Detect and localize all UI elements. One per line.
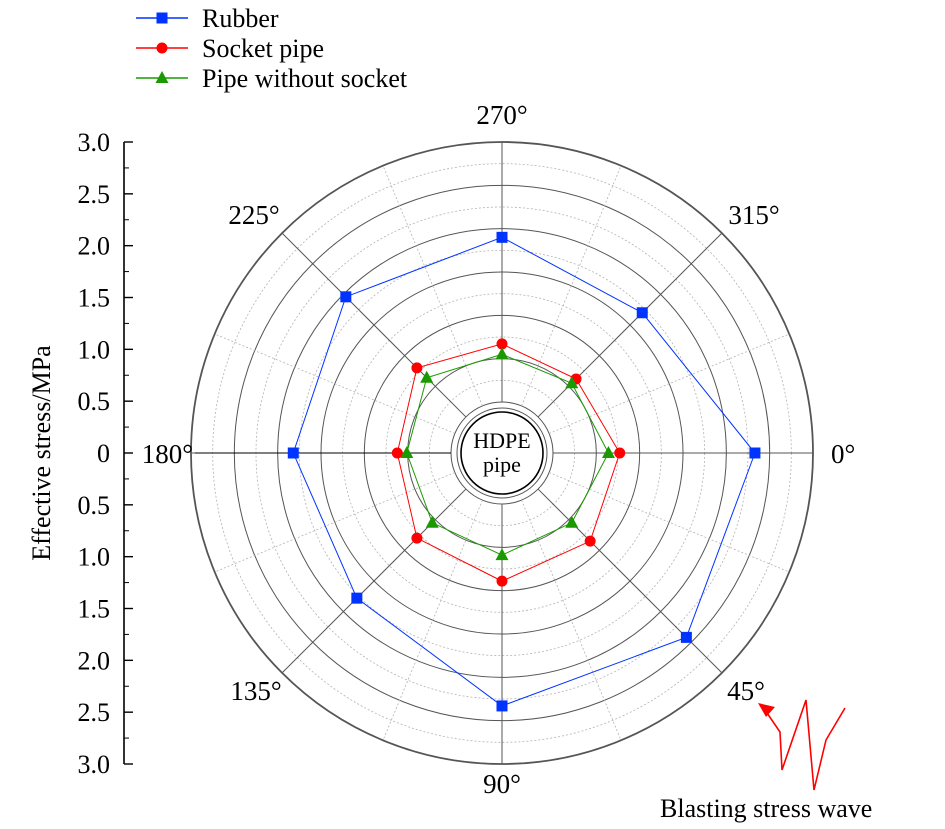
data-point	[340, 291, 352, 303]
minor-angle-spoke	[214, 472, 456, 573]
data-point	[400, 446, 414, 458]
y-tick-label: 2.0	[78, 646, 111, 675]
y-tick-label: 1.5	[78, 284, 111, 313]
data-point	[420, 370, 434, 383]
data-point	[496, 338, 508, 350]
series-square	[287, 231, 761, 712]
angle-label-270: 270°	[476, 100, 527, 130]
legend-label: Pipe without socket	[202, 64, 408, 93]
angle-label-90: 90°	[483, 769, 521, 799]
blasting-wave-annotation: Blasting stress wave	[660, 699, 872, 823]
angle-label-225: 225°	[228, 200, 279, 230]
data-point	[391, 447, 403, 459]
data-point	[411, 362, 423, 374]
data-point	[584, 535, 596, 547]
y-tick-label: 2.5	[78, 698, 111, 727]
angle-spoke	[281, 232, 467, 418]
y-tick-label: 1.0	[78, 543, 111, 572]
angle-label-135: 135°	[230, 676, 281, 706]
minor-angle-spoke	[521, 499, 622, 741]
data-point	[680, 631, 692, 643]
y-tick-label: 1.5	[78, 595, 111, 624]
angle-label-315: 315°	[728, 200, 779, 230]
data-point	[636, 307, 648, 319]
minor-angle-spoke	[548, 333, 790, 434]
data-point	[351, 592, 363, 604]
legend-label: Socket pipe	[202, 34, 324, 63]
data-point	[411, 532, 423, 544]
y-tick-label: 0.5	[78, 387, 111, 416]
minor-angle-spoke	[548, 472, 790, 573]
data-point	[495, 347, 509, 360]
blasting-stress-wave-label: Blasting stress wave	[660, 794, 872, 823]
minor-angle-spoke	[382, 499, 483, 741]
minor-angle-spoke	[214, 333, 456, 434]
effective-stress-axis: 3.0 2.5 2.0 1.5 1.0 0.5 0 0.5 1.0 1.5 2.0 2.5 3.0	[78, 128, 133, 779]
angle-label-180: 180°	[142, 439, 193, 469]
y-tick-label: 0.5	[78, 491, 111, 520]
minor-angle-spoke	[382, 165, 483, 407]
series-triangle	[400, 347, 615, 561]
center-label-line2: pipe	[483, 452, 521, 477]
data-point	[601, 446, 615, 458]
legend-marker	[155, 71, 169, 83]
hdpe-pipe-center: HDPE pipe	[460, 411, 544, 495]
angle-spoke	[281, 488, 467, 674]
angle-labels: 0° 45° 90° 135° 180° 225° 270° 315°	[142, 100, 856, 799]
blast-wave-squiggle	[762, 699, 846, 791]
series-circle	[391, 338, 626, 587]
y-tick-label: 1.0	[78, 335, 111, 364]
minor-angle-spoke	[521, 165, 622, 407]
y-tick-label: 0	[97, 439, 110, 468]
data-point	[496, 575, 508, 587]
data-point	[287, 447, 299, 459]
y-tick-label: 2.5	[78, 180, 111, 209]
legend-marker	[156, 12, 168, 24]
hdpe-pipe-circle	[460, 411, 544, 495]
angle-label-45: 45°	[727, 676, 765, 706]
data-point	[496, 700, 508, 712]
data-point	[495, 548, 509, 561]
center-label-line1: HDPE	[473, 428, 530, 453]
data-point	[425, 515, 439, 528]
data-point	[614, 447, 626, 459]
legend-label: Rubber	[202, 4, 279, 33]
legend-marker	[156, 42, 168, 54]
y-tick-label: 3.0	[78, 128, 111, 157]
data-point	[749, 447, 761, 459]
inner-ring	[456, 407, 548, 499]
blast-wave-arrowhead	[758, 703, 775, 717]
data-point	[565, 376, 579, 389]
series-layer	[287, 231, 761, 712]
y-tick-label: 3.0	[78, 750, 111, 779]
y-tick-label: 2.0	[78, 232, 111, 261]
data-point	[565, 515, 579, 528]
y-axis-label: Effective stress/MPa	[27, 345, 56, 561]
data-point	[496, 231, 508, 243]
angle-label-0: 0°	[831, 439, 855, 469]
